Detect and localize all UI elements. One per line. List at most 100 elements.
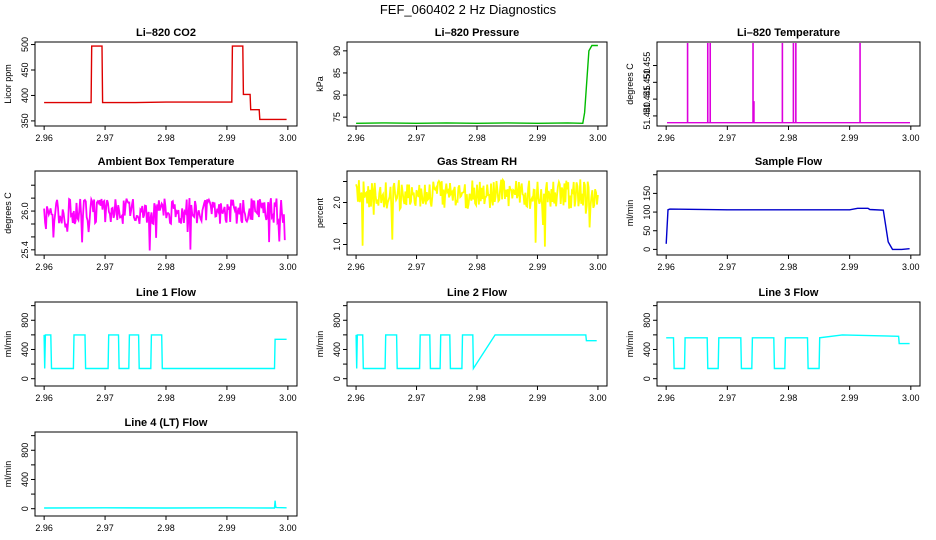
series-group <box>44 45 287 121</box>
y-tick-label: 1.0 <box>332 238 342 251</box>
series-line <box>355 177 599 247</box>
series-group <box>665 207 910 251</box>
series-group <box>666 334 910 370</box>
y-tick-label: 800 <box>642 313 652 328</box>
x-tick-label: 2.98 <box>780 393 798 403</box>
series-group <box>667 43 910 124</box>
x-tick-label: 3.00 <box>279 262 297 272</box>
y-tick-label: 400 <box>642 342 652 357</box>
series-line <box>43 334 287 370</box>
chart-title: Gas Stream RH <box>437 156 517 168</box>
y-axis-label: ml/min <box>625 200 635 227</box>
chart-title: Li–820 Pressure <box>435 27 519 39</box>
plot-frame <box>656 170 921 256</box>
x-tick-label: 2.97 <box>96 393 114 403</box>
series-group <box>44 500 287 509</box>
chart-panel-10: Line 4 (LT) Flow 2.96 2.97 2.98 2.99 3.00 0 400… <box>3 417 298 533</box>
x-tick-label: 2.97 <box>719 393 737 403</box>
chart-title: Line 1 Flow <box>136 287 196 299</box>
x-tick-label: 2.96 <box>347 393 365 403</box>
x-tick-label: 2.97 <box>408 262 426 272</box>
y-tick-label: 51.455 <box>642 52 652 80</box>
series-line <box>356 44 598 125</box>
series-group <box>43 195 286 251</box>
y-axis-label: ml/min <box>625 331 635 358</box>
y-axis-label: Licor ppm <box>3 64 13 104</box>
y-tick-label: 51.445 <box>642 85 652 113</box>
chart-title: Li–820 CO2 <box>136 27 196 39</box>
series-line <box>43 195 286 251</box>
plot-frame <box>656 41 921 127</box>
x-tick-label: 2.98 <box>468 262 486 272</box>
x-tick-label: 2.96 <box>35 262 53 272</box>
x-tick-label: 2.96 <box>657 133 675 143</box>
x-tick-label: 3.00 <box>589 133 607 143</box>
x-tick-label: 3.00 <box>902 393 920 403</box>
chart-panel-5: Gas Stream RH 2.96 2.97 2.98 2.99 3.00 1.0 2.0 p… <box>315 156 608 272</box>
y-axis-label: kPa <box>315 76 325 92</box>
x-tick-label: 2.99 <box>841 393 859 403</box>
x-tick-label: 2.98 <box>157 262 175 272</box>
x-tick-label: 2.97 <box>408 133 426 143</box>
x-tick-label: 2.98 <box>157 523 175 533</box>
plot-frame <box>346 41 608 127</box>
chart-panel-8: Line 2 Flow 2.96 2.97 2.98 2.99 3.00 0 400 800 ml… <box>315 287 608 403</box>
y-tick-label: 400 <box>332 342 342 357</box>
series-line <box>355 334 597 371</box>
series-line <box>665 207 910 251</box>
chart-title: Line 3 Flow <box>759 287 819 299</box>
y-tick-label: 800 <box>332 313 342 328</box>
x-tick-label: 3.00 <box>279 523 297 533</box>
x-tick-label: 2.99 <box>841 262 859 272</box>
x-tick-label: 2.97 <box>719 262 737 272</box>
x-tick-label: 2.97 <box>719 133 737 143</box>
y-tick-label: 51.450 <box>642 69 652 97</box>
y-axis-label: degrees C <box>625 63 635 105</box>
series-line <box>44 500 287 509</box>
chart-panel-1: Li–820 CO2 2.96 2.97 2.98 2.99 3.00 350 400 450 5… <box>3 27 298 143</box>
x-tick-label: 2.99 <box>841 133 859 143</box>
x-tick-label: 2.96 <box>35 393 53 403</box>
plot-frame <box>34 431 298 517</box>
y-tick-label: 400 <box>20 88 30 103</box>
y-tick-label: 0 <box>642 376 652 381</box>
chart-title: Sample Flow <box>755 156 823 168</box>
x-tick-label: 3.00 <box>589 262 607 272</box>
x-tick-label: 2.99 <box>218 133 236 143</box>
x-tick-label: 3.00 <box>279 133 297 143</box>
chart-panel-7: Line 1 Flow 2.96 2.97 2.98 2.99 3.00 0 400 800 ml… <box>3 287 298 403</box>
series-group <box>43 334 287 370</box>
x-tick-label: 2.99 <box>218 393 236 403</box>
y-tick-label: 400 <box>20 472 30 487</box>
chart-panel-9: Line 3 Flow 2.96 2.97 2.98 2.99 3.00 0 400 800 ml… <box>625 287 921 403</box>
chart-panel-6: Sample Flow 2.96 2.97 2.98 2.99 3.00 0 50 100 150… <box>625 156 921 272</box>
y-axis-label: ml/min <box>3 461 13 488</box>
y-tick-label: 0 <box>20 376 30 381</box>
x-tick-label: 3.00 <box>902 133 920 143</box>
x-tick-label: 2.99 <box>218 523 236 533</box>
y-tick-label: 400 <box>20 342 30 357</box>
x-tick-label: 2.98 <box>468 133 486 143</box>
series-line <box>44 45 287 121</box>
y-tick-label: 26.0 <box>20 202 30 220</box>
y-axis-label: ml/min <box>315 331 325 358</box>
series-group <box>355 177 599 247</box>
x-tick-label: 2.96 <box>657 393 675 403</box>
x-tick-label: 2.99 <box>218 262 236 272</box>
y-tick-label: 800 <box>20 313 30 328</box>
x-tick-label: 2.97 <box>96 133 114 143</box>
plot-frame <box>34 41 298 127</box>
y-tick-label: 2.0 <box>332 196 342 209</box>
y-tick-label: 0 <box>332 376 342 381</box>
x-tick-label: 2.96 <box>347 133 365 143</box>
y-tick-label: 500 <box>20 37 30 52</box>
y-axis-label: degrees C <box>3 192 13 234</box>
x-tick-label: 2.97 <box>96 262 114 272</box>
x-tick-label: 2.99 <box>529 133 547 143</box>
chart-title: Ambient Box Temperature <box>98 156 235 168</box>
plot-frame <box>656 301 921 387</box>
chart-title: Line 2 Flow <box>447 287 507 299</box>
chart-panel-2: Li–820 Pressure 2.96 2.97 2.98 2.99 3.00 75 80 8… <box>315 27 608 143</box>
x-tick-label: 2.96 <box>347 262 365 272</box>
